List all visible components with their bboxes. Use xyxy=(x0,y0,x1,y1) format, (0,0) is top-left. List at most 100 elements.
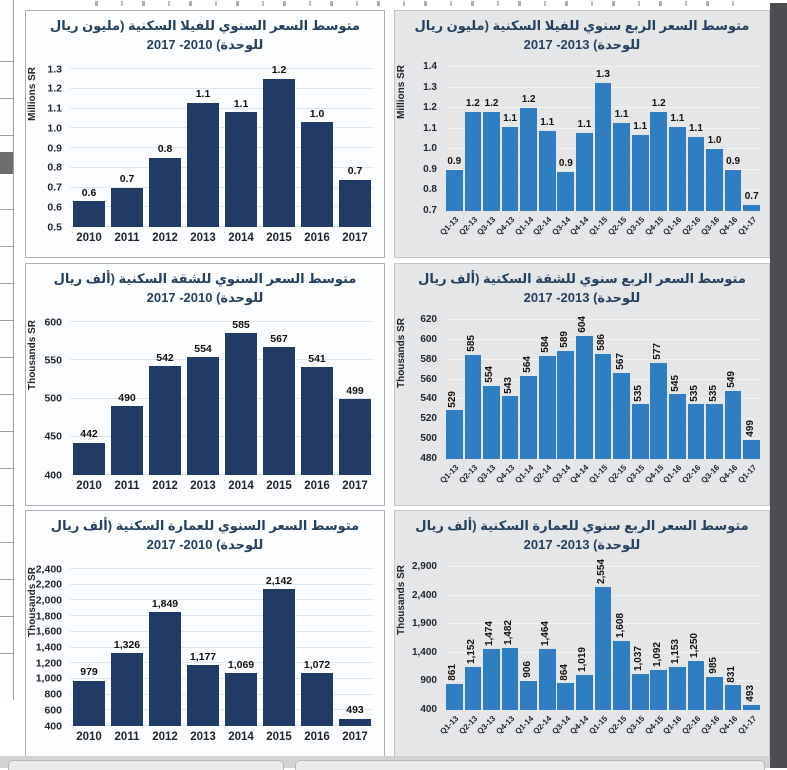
bar-value-label: 0.7 xyxy=(347,165,363,178)
chart-title-line2: للوحدة) 2010- 2017 xyxy=(146,289,264,305)
chart-title: متوسط السعر السنوي للشقة السكنية (ألف ري… xyxy=(34,270,376,308)
bar xyxy=(631,673,649,710)
bar xyxy=(706,149,723,211)
bar-value-label: 529 xyxy=(447,390,459,408)
x-tick-label: 2014 xyxy=(228,731,254,743)
gridline xyxy=(70,87,374,89)
bar-value-label: 1.1 xyxy=(540,116,555,128)
y-tick-label: 0.9 xyxy=(47,141,62,154)
bar xyxy=(538,355,556,459)
bar-value-label: 1,177 xyxy=(189,650,217,663)
chart-title-line1: متوسط السعر السنوي للشقة السكنية (ألف ري… xyxy=(53,271,357,286)
y-tick-label: 1.2 xyxy=(47,82,62,95)
bar xyxy=(224,673,258,726)
bar-value-label: 1.1 xyxy=(233,97,249,110)
bar xyxy=(110,187,144,227)
bar-value-label: 1,608 xyxy=(614,612,626,638)
bar-value-label: 499 xyxy=(744,420,756,438)
bar xyxy=(668,394,686,459)
chart-villa-quarterly: متوسط السعر الربع سنوي للفيلا السكنية (م… xyxy=(394,10,770,258)
gridline xyxy=(445,319,761,320)
bar xyxy=(501,648,519,710)
bar-value-label: 1.2 xyxy=(651,98,666,110)
bar xyxy=(483,648,500,710)
y-tick-label: 500 xyxy=(44,392,62,405)
chart-title-line2: للوحدة) 2010- 2017 xyxy=(146,536,264,552)
bar-value-label: 585 xyxy=(465,335,477,352)
bar xyxy=(687,136,705,211)
bar xyxy=(576,132,593,211)
x-tick-label: 2011 xyxy=(114,480,140,492)
y-tick-label: 560 xyxy=(420,373,437,385)
bar xyxy=(300,673,334,726)
x-tick-label: 2010 xyxy=(76,232,102,244)
bar-value-label: 2,554 xyxy=(596,558,607,584)
bar xyxy=(464,354,482,459)
bar xyxy=(445,169,463,211)
y-tick-label: 450 xyxy=(44,430,62,443)
bar-value-label: 1.2 xyxy=(521,94,536,106)
bar xyxy=(520,375,537,459)
gridline xyxy=(70,166,374,168)
gridline xyxy=(70,127,374,129)
sheet-edge-ruler xyxy=(0,0,14,700)
bar-value-label: 0.7 xyxy=(744,190,759,202)
bar xyxy=(110,653,144,726)
gridline xyxy=(70,474,374,475)
bar xyxy=(613,122,630,211)
bar xyxy=(724,169,742,211)
y-tick-label: 0.7 xyxy=(423,205,437,216)
gridline xyxy=(70,615,374,617)
gridline xyxy=(70,206,374,208)
bar xyxy=(148,157,182,227)
bar-value-label: 1,152 xyxy=(465,638,477,664)
bar xyxy=(520,681,537,710)
y-tick-label: 800 xyxy=(44,688,62,701)
plot-area: 979 2010 1,326 2011 1,849 2012 1,177 2013 1,069 2… xyxy=(70,568,374,743)
bar-value-label: 1.2 xyxy=(271,64,287,77)
bar-value-label: 1,037 xyxy=(633,645,645,671)
gridline xyxy=(70,147,374,148)
bar xyxy=(110,406,144,475)
y-tick-label: 580 xyxy=(420,353,437,365)
chart-title: متوسط السعر الربع سنوي للشقة السكنية (أل… xyxy=(403,270,761,308)
y-tick-label: 1.0 xyxy=(47,122,62,134)
y-axis: 620 600 580 560 540 520 500 480 xyxy=(395,315,441,464)
bar xyxy=(668,126,686,211)
y-tick-label: 1,800 xyxy=(35,609,62,622)
y-tick-label: 1,000 xyxy=(35,672,62,685)
chart-building-annual: متوسط السعر السنوي للعمارة السكنية (ألف … xyxy=(25,510,385,757)
y-tick-label: 2,400 xyxy=(411,589,437,601)
ruler-dark-cell xyxy=(0,152,13,174)
x-tick-label: 2011 xyxy=(114,232,140,244)
bar-value-label: 584 xyxy=(540,336,552,353)
gridline xyxy=(70,107,374,109)
x-tick-label: 2017 xyxy=(342,731,368,743)
y-tick-label: 1,900 xyxy=(411,618,437,630)
bar-value-label: 0.8 xyxy=(157,143,173,156)
x-tick-label: 2015 xyxy=(266,480,292,492)
gridline xyxy=(70,646,374,648)
bar xyxy=(72,680,106,726)
bar-value-label: 985 xyxy=(707,656,719,674)
bar xyxy=(445,410,463,459)
bar xyxy=(186,665,220,726)
bar-value-label: 1,326 xyxy=(113,638,141,651)
bar xyxy=(501,126,519,211)
gridline xyxy=(70,662,374,664)
x-tick-label: 2010 xyxy=(76,480,102,492)
bar-value-label: 1,482 xyxy=(503,620,515,646)
bar xyxy=(224,333,258,475)
y-tick-label: 0.6 xyxy=(47,201,62,213)
bar xyxy=(650,362,668,459)
x-tick-label: 2013 xyxy=(190,232,216,244)
x-tick-label: 2012 xyxy=(152,232,178,244)
y-axis: 1.4 1.3 1.2 1.1 1.0 0.9 0.8 0.7 xyxy=(395,62,441,216)
next-section-card xyxy=(295,760,765,770)
gridline xyxy=(70,599,374,601)
bar-value-label: 0.9 xyxy=(558,157,573,169)
bar xyxy=(520,108,537,211)
bar-value-label: 1.1 xyxy=(688,122,703,134)
chart-apartment-annual: متوسط السعر السنوي للشقة السكنية (ألف ري… xyxy=(25,263,385,506)
